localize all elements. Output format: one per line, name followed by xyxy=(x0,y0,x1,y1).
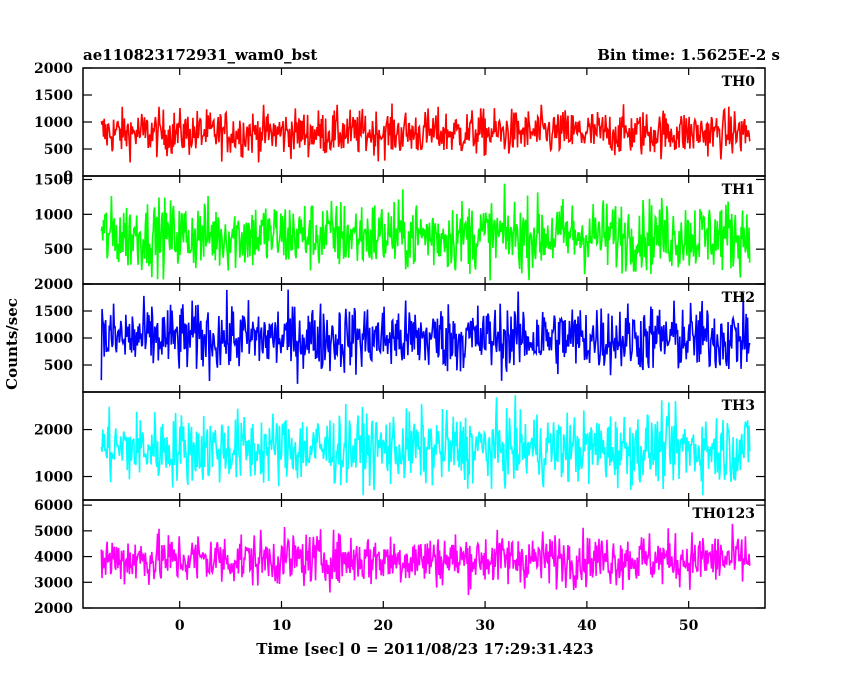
panel-th3: 1000 2000 TH3 xyxy=(34,391,766,501)
panel-label-th1: TH1 xyxy=(722,182,755,198)
x-tick-label: 10 xyxy=(272,618,292,634)
y-tick-label: 2000 xyxy=(34,61,73,77)
x-axis-label: Time [sec] 0 = 2011/08/23 17:29:31.423 xyxy=(256,640,593,658)
y-tick-label: 1000 xyxy=(34,207,73,223)
series-line-th0123 xyxy=(100,523,751,596)
y-tick-label: 3000 xyxy=(34,575,73,591)
series-line-th2 xyxy=(100,289,751,384)
y-axis-label: Counts/sec xyxy=(3,298,21,390)
y-tick-label: 1500 xyxy=(34,304,73,320)
y-tick-label: 0 xyxy=(63,277,73,293)
y-tick-label: 1000 xyxy=(34,115,73,131)
x-tick-label: 50 xyxy=(679,618,699,634)
y-tick-label: 500 xyxy=(44,242,73,258)
y-tick-label: 6000 xyxy=(34,498,73,514)
panel-th2: 500 1000 1500 2000 TH2 xyxy=(34,277,766,393)
y-tick-label: 4000 xyxy=(34,550,73,566)
y-tick-label: 500 xyxy=(44,142,73,158)
panel-label-th0: TH0 xyxy=(722,74,756,90)
series-line-th0 xyxy=(100,103,751,163)
panel-th0123: 2000 3000 4000 5000 6000 TH0123 xyxy=(34,498,766,617)
y-tick-label: 500 xyxy=(44,358,73,374)
panel-th0: 0 500 1000 1500 2000 TH0 xyxy=(34,61,766,185)
x-tick-label: 0 xyxy=(175,618,185,634)
y-tick-label: 1000 xyxy=(34,331,73,347)
y-tick-label: 1500 xyxy=(34,88,73,104)
y-tick-label: 1000 xyxy=(34,470,73,486)
bin-time-label: Bin time: 1.5625E-2 s xyxy=(597,46,780,64)
y-tick-label: 0 xyxy=(63,169,73,185)
x-axis: 0 10 20 30 40 50 xyxy=(175,618,699,634)
y-tick-label: 1500 xyxy=(34,172,73,188)
x-tick-label: 20 xyxy=(374,618,394,634)
panels-group: 0 500 1000 1500 2000 TH0 0 500 1000 1500 TH1 500 100… xyxy=(34,61,766,617)
y-tick-label: 2000 xyxy=(34,601,73,617)
y-tick-label: 2000 xyxy=(34,423,73,439)
panel-label-th3: TH3 xyxy=(722,398,755,414)
x-tick-label: 40 xyxy=(577,618,597,634)
panel-th1: 0 500 1000 1500 TH1 xyxy=(34,172,766,293)
panel-label-th2: TH2 xyxy=(722,290,755,306)
chart-title: ae110823172931_wam0_bst xyxy=(83,46,317,64)
series-line-th1 xyxy=(100,183,751,281)
panel-label-th0123: TH0123 xyxy=(692,506,755,522)
y-tick-label: 2000 xyxy=(34,277,73,293)
y-tick-label: 5000 xyxy=(34,524,73,540)
series-line-th3 xyxy=(100,395,751,496)
panel-frame xyxy=(82,499,766,609)
x-tick-label: 30 xyxy=(475,618,495,634)
